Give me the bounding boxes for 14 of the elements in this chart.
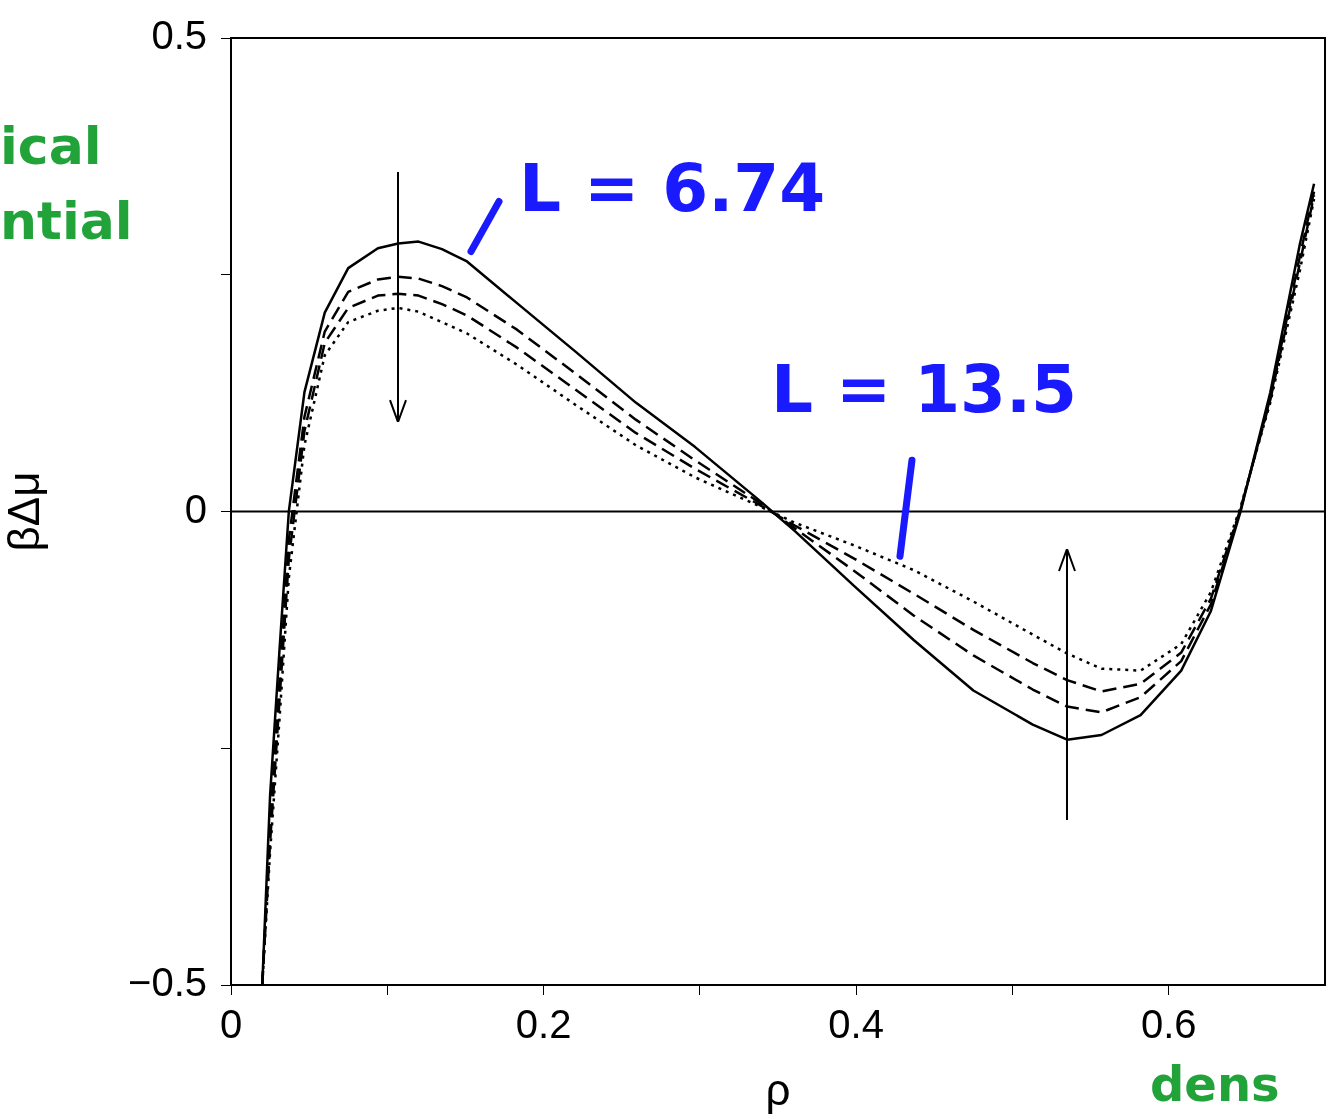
- x-tick-label: 0: [219, 1002, 243, 1047]
- y-tick-label: 0.5: [151, 13, 207, 58]
- x-tick-label: 0.4: [828, 1002, 884, 1047]
- x-tick-label: 0.6: [1140, 1002, 1197, 1047]
- series-label: L = 6.74: [518, 149, 826, 227]
- text: ntial: [0, 191, 133, 251]
- series-label: L = 13.5: [770, 351, 1078, 429]
- text: dens: [1150, 1056, 1280, 1112]
- y-axis-title: βΔμ: [0, 471, 48, 552]
- x-axis-title: ρ: [765, 1064, 791, 1114]
- y-tick-label: 0: [184, 486, 207, 531]
- y-tick-label: −0.5: [128, 960, 207, 1005]
- x-tick-label: 0.2: [515, 1002, 572, 1047]
- text: ical: [0, 116, 102, 176]
